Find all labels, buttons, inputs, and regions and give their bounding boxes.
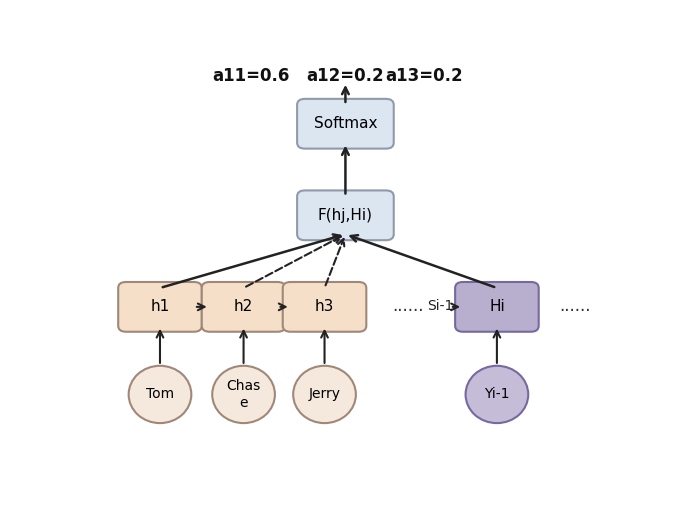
Text: Yi-1: Yi-1 — [484, 387, 510, 401]
Text: Tom: Tom — [146, 387, 174, 401]
Text: a11=0.6: a11=0.6 — [213, 67, 290, 85]
Text: Chas
e: Chas e — [226, 379, 261, 409]
Text: Softmax: Softmax — [313, 116, 377, 131]
Text: F(hj,Hi): F(hj,Hi) — [318, 208, 373, 223]
FancyBboxPatch shape — [118, 282, 202, 332]
Text: Jerry: Jerry — [309, 387, 340, 401]
Text: ......: ...... — [559, 297, 591, 315]
FancyBboxPatch shape — [283, 282, 367, 332]
Text: a12=0.2: a12=0.2 — [307, 67, 384, 85]
FancyBboxPatch shape — [297, 99, 394, 148]
Text: a13=0.2: a13=0.2 — [385, 67, 462, 85]
Text: h2: h2 — [234, 299, 253, 314]
Text: h1: h1 — [150, 299, 170, 314]
FancyBboxPatch shape — [297, 190, 394, 240]
Ellipse shape — [466, 366, 528, 423]
Ellipse shape — [212, 366, 275, 423]
Ellipse shape — [293, 366, 356, 423]
Text: Hi: Hi — [489, 299, 505, 314]
FancyBboxPatch shape — [202, 282, 285, 332]
FancyBboxPatch shape — [455, 282, 539, 332]
Ellipse shape — [129, 366, 191, 423]
Text: h3: h3 — [315, 299, 334, 314]
Text: ......: ...... — [392, 297, 424, 315]
Text: Si-1: Si-1 — [427, 299, 454, 313]
